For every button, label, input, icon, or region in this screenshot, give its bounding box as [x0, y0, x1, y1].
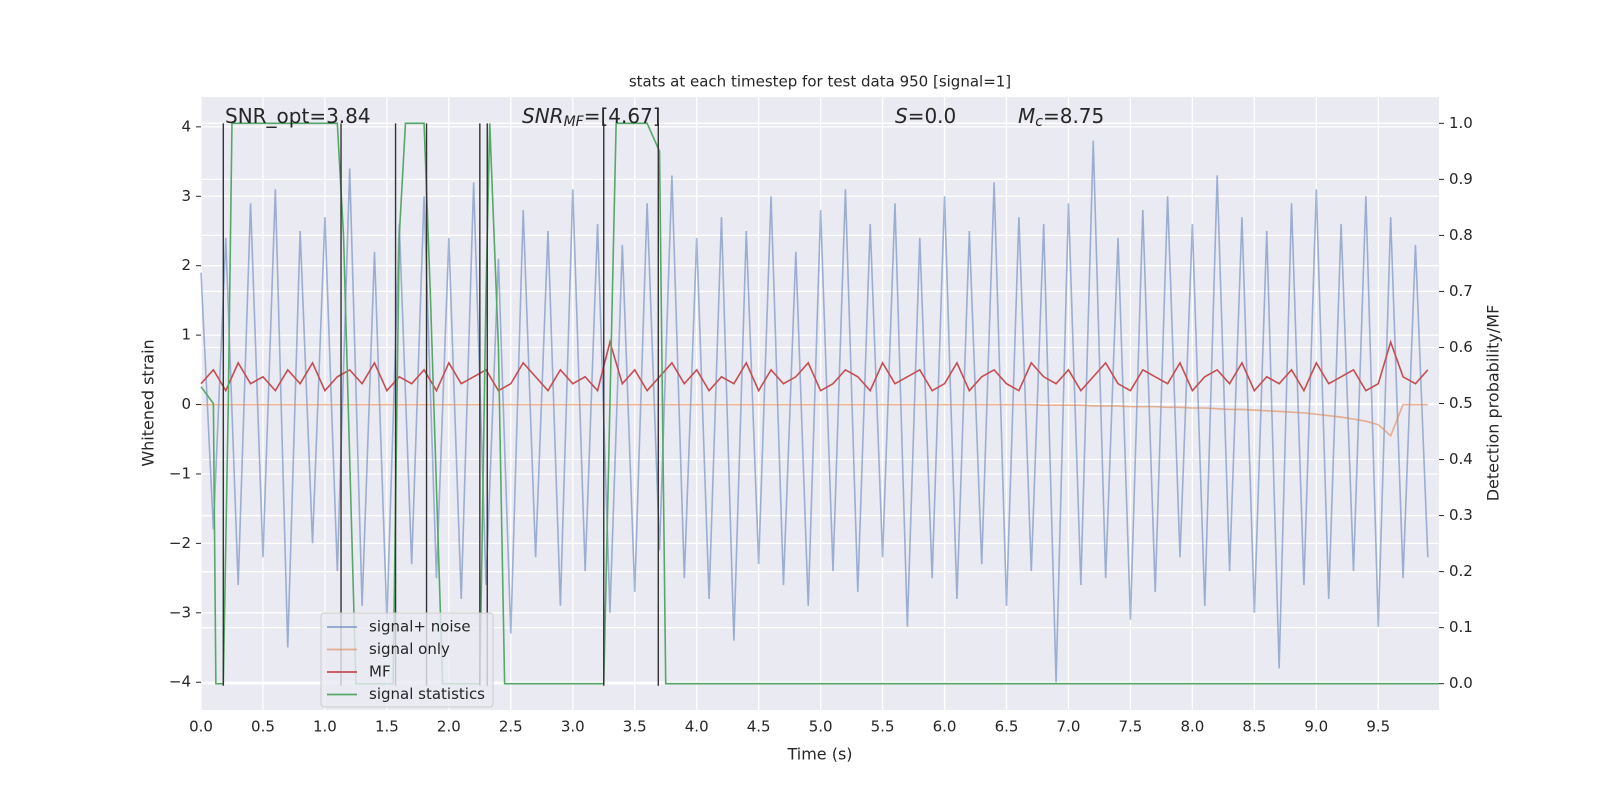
y-tick-label: −1 [169, 464, 191, 482]
x-tick-label: 1.0 [313, 718, 337, 736]
annotation-sub: c [1035, 114, 1043, 130]
y-tick-label: −3 [169, 603, 191, 621]
series-line [200, 339, 1429, 393]
y-tick-label: −2 [169, 534, 191, 552]
x-axis-label: Time (s) [786, 745, 852, 764]
y2-axis-label: Detection probability/MF [1484, 305, 1503, 502]
x-tick-label: 9.5 [1366, 718, 1390, 736]
x-tick-label: 2.0 [437, 718, 461, 736]
annotation-main: S [895, 104, 908, 128]
y2-tick-label: 1.0 [1449, 114, 1473, 132]
x-tick-label: 6.5 [995, 718, 1019, 736]
annotation: SNR_opt=3.84 [225, 104, 371, 128]
annotation: S=0.0 [895, 104, 956, 128]
annotation: Mc=8.75 [1018, 104, 1104, 131]
series-line [201, 403, 1428, 438]
y2-tick-label: 0.4 [1449, 450, 1473, 468]
y-tick-label: 3 [181, 187, 191, 205]
annotation-sub: MF [564, 114, 585, 130]
legend-label: MF [369, 663, 391, 681]
x-tick-label: 5.0 [809, 718, 833, 736]
y2-tick-label: 0.8 [1449, 226, 1473, 244]
y2-tick-label: 0.2 [1449, 562, 1473, 580]
y-tick-label: 2 [181, 256, 191, 274]
x-tick-label: 0.5 [251, 718, 275, 736]
y2-tick-label: 0.0 [1449, 674, 1473, 692]
x-tick-label: 3.5 [623, 718, 647, 736]
legend-label: signal only [369, 640, 450, 658]
x-tick-label: 1.5 [375, 718, 399, 736]
x-tick-label: 4.5 [747, 718, 771, 736]
y-tick-label: −4 [169, 673, 191, 691]
y-axis-label: Whitened strain [139, 339, 158, 466]
y2-tick-label: 0.5 [1449, 394, 1473, 412]
y2-tick-label: 0.7 [1449, 282, 1473, 300]
x-tick-label: 7.0 [1057, 718, 1081, 736]
x-tick-label: 4.0 [685, 718, 709, 736]
legend-label: signal+ noise [369, 618, 471, 636]
x-tick-label: 5.5 [871, 718, 895, 736]
annotation-tail: =8.75 [1043, 104, 1104, 128]
y2-tick-label: 0.9 [1449, 170, 1473, 188]
annotation-main: M [1018, 104, 1035, 128]
y2-tick-label: 0.3 [1449, 506, 1473, 524]
annotation: SNRMF=[4.67] [522, 104, 661, 131]
x-tick-label: 3.0 [561, 718, 585, 736]
annotation-main: SNR [522, 104, 564, 128]
x-tick-label: 8.5 [1242, 718, 1266, 736]
y-tick-label: 1 [181, 326, 191, 344]
annotation-main: SNR_opt=3.84 [225, 104, 371, 128]
y2-tick-label: 0.1 [1449, 618, 1473, 636]
y-tick-label: 0 [181, 395, 191, 413]
x-tick-label: 8.0 [1180, 718, 1204, 736]
y-tick-label: 4 [181, 117, 191, 135]
labels: 0.0 0.5 1.0 1.5 2.0 2.5 3.0 3.5 4.0 4.5 5.0 5.5 6.0 6… [169, 104, 1473, 736]
annotation-tail: =[4.67] [584, 104, 661, 128]
series-line [200, 140, 1429, 683]
x-tick-label: 7.5 [1118, 718, 1142, 736]
series-line [200, 122, 1439, 685]
chart-title: stats at each timestep for test data 950… [629, 73, 1011, 91]
x-tick-label: 2.5 [499, 718, 523, 736]
x-tick-label: 0.0 [189, 718, 213, 736]
x-tick-label: 6.0 [933, 718, 957, 736]
annotation-tail: =0.0 [908, 104, 957, 128]
legend-label: signal statistics [369, 685, 485, 703]
legend-box [320, 612, 494, 708]
y2-tick-label: 0.6 [1449, 338, 1473, 356]
x-tick-label: 9.0 [1304, 718, 1328, 736]
marks [200, 122, 1439, 686]
